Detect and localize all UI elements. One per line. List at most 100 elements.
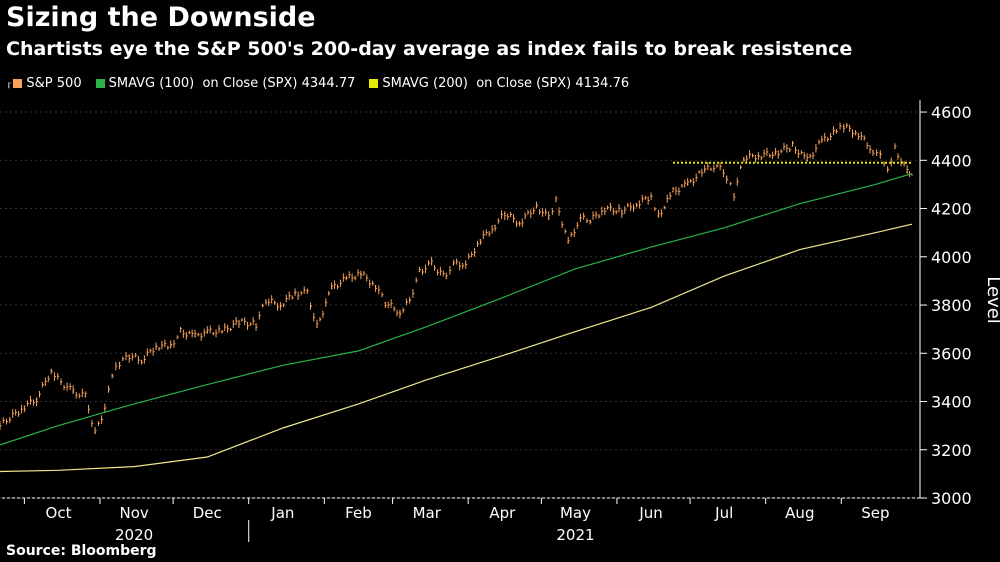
price-point <box>255 323 257 326</box>
x-tick-label: Jun <box>638 504 662 522</box>
price-point <box>23 405 26 408</box>
price-point <box>791 145 794 147</box>
price-point <box>725 176 728 178</box>
price-point <box>418 270 421 273</box>
x-tick-label: May <box>560 504 591 522</box>
legend: ┎ S&P 500 SMAVG (100) on Close (SPX) 434… <box>6 76 643 91</box>
price-point <box>179 330 182 333</box>
legend-swatch-sma200 <box>369 79 379 88</box>
legend-item-sma200: SMAVG (200) on Close (SPX) 4134.76 <box>369 76 629 91</box>
price-point <box>128 354 131 357</box>
price-point <box>547 217 550 219</box>
price-point <box>430 263 433 265</box>
y-axis-label: Level <box>983 276 1000 324</box>
price-point <box>806 159 808 162</box>
price-point <box>104 407 106 410</box>
price-point <box>72 391 74 393</box>
x-tick-label: Sep <box>861 504 889 522</box>
x-tick-label: Feb <box>345 504 372 522</box>
price-point <box>886 169 889 171</box>
gridlines <box>0 111 920 499</box>
price-point <box>94 432 96 434</box>
price-point <box>774 152 777 154</box>
legend-label-sma100: SMAVG (100) on Close (SPX) 4344.77 <box>108 76 356 91</box>
chart-title: Sizing the Downside <box>6 2 316 33</box>
x-tick-label: Mar <box>413 504 442 522</box>
series-line-sma200 <box>0 223 913 473</box>
y-tick-label: 4600 <box>931 103 972 122</box>
price-point <box>408 299 411 302</box>
price-point <box>621 210 623 212</box>
x-tick-label: Apr <box>489 504 516 522</box>
price-point <box>857 132 860 135</box>
price-point <box>503 212 506 215</box>
price-point <box>238 321 240 323</box>
legend-item-sma100: SMAVG (100) on Close (SPX) 4344.77 <box>95 76 356 91</box>
price-point <box>118 362 121 364</box>
price-point <box>360 272 362 275</box>
price-point <box>399 311 401 314</box>
price-point <box>635 202 638 205</box>
legend-item-spx: ┎ S&P 500 <box>6 76 82 91</box>
price-point <box>384 301 387 304</box>
price-point <box>8 417 11 420</box>
price-point <box>50 369 53 371</box>
price-point <box>35 398 38 400</box>
chart-subtitle: Chartists eye the S&P 500's 200-day aver… <box>6 38 853 60</box>
price-point <box>686 183 689 186</box>
y-tick-label: 3200 <box>931 441 972 460</box>
price-point <box>555 200 557 203</box>
price-point <box>306 292 309 294</box>
x-tick-label: Aug <box>785 504 814 522</box>
price-point <box>650 195 652 198</box>
price-point <box>906 171 908 174</box>
price-point <box>140 359 143 362</box>
price-point <box>452 263 455 265</box>
price-point <box>757 154 760 157</box>
price-point <box>672 190 674 193</box>
price-point <box>716 164 718 166</box>
price-point <box>0 424 1 427</box>
legend-label-sma200: SMAVG (200) on Close (SPX) 4134.76 <box>382 76 630 91</box>
x-tick-label: Nov <box>119 504 148 522</box>
x-year-label: 2020 <box>115 526 153 544</box>
y-tick-label: 3000 <box>931 489 972 508</box>
price-point <box>657 214 660 217</box>
price-point <box>879 152 882 154</box>
price-point <box>445 277 448 280</box>
price-point <box>374 284 377 287</box>
price-point <box>330 287 333 289</box>
y-tick-label: 4000 <box>931 248 972 267</box>
price-point <box>742 157 745 159</box>
price-point <box>479 239 482 241</box>
price-point <box>535 205 538 207</box>
price-point <box>111 374 113 376</box>
x-year-label: 2021 <box>556 526 594 544</box>
source-note: Source: Bloomberg <box>6 543 157 559</box>
price-point <box>316 325 318 328</box>
legend-swatch-spx <box>13 79 23 88</box>
x-tick-label: Jul <box>714 504 733 522</box>
price-point <box>84 395 87 398</box>
price-point <box>872 149 874 152</box>
price-point <box>464 263 467 265</box>
x-axis-ticks: Oct Nov Dec Jan Feb Mar Apr May Jun Jul Aug Sep 2020… <box>23 498 890 544</box>
y-tick-label: 3400 <box>931 393 972 412</box>
price-point <box>294 292 296 294</box>
y-tick-label: 4400 <box>931 151 972 170</box>
price-point <box>494 224 496 227</box>
series-group <box>0 122 913 473</box>
y-tick-label: 3800 <box>931 296 972 315</box>
price-point <box>518 222 521 224</box>
x-tick-label: Jan <box>270 504 294 522</box>
x-tick-label: Oct <box>46 504 72 522</box>
price-point <box>155 345 157 347</box>
price-point <box>911 173 913 176</box>
price-point <box>60 381 62 384</box>
price-point <box>567 241 569 244</box>
y-tick-label: 4200 <box>931 200 972 219</box>
price-point <box>579 217 582 219</box>
price-point <box>820 140 823 142</box>
price-point <box>733 193 735 195</box>
